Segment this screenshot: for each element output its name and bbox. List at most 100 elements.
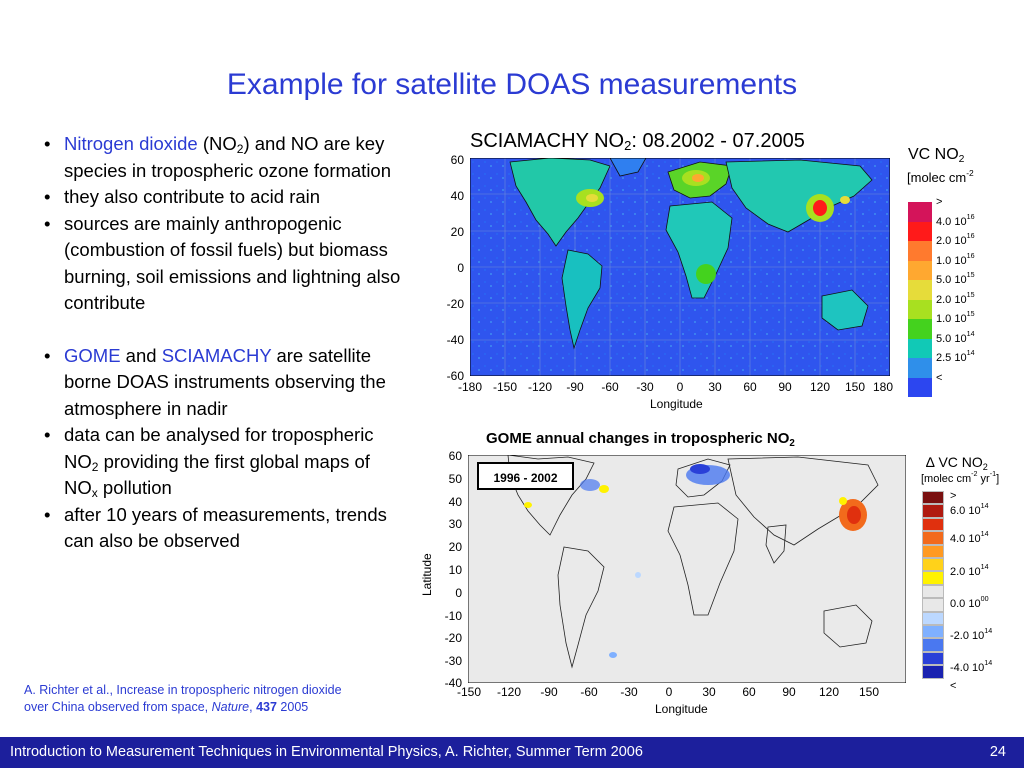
sciamachy-no2-map: [470, 158, 890, 376]
x-tick-label: -90: [540, 685, 558, 699]
superscript: -1: [989, 470, 997, 478]
legend2-unit: [molec cm-2 yr-1]: [921, 470, 999, 485]
journal-volume: 437: [256, 700, 277, 714]
map1-title: SCIAMACHY NO2: 08.2002 - 07.2005: [470, 130, 805, 153]
map1-hotspots: [576, 170, 850, 284]
bullet-text: they also contribute to acid rain: [64, 186, 321, 207]
legend2-swatch: [922, 504, 944, 518]
y-tick-label: 40: [448, 495, 462, 509]
legend1-unit-text: [molec cm: [907, 170, 967, 185]
legend1-swatch: [908, 280, 932, 300]
x-tick-label: 120: [818, 685, 840, 699]
legend1-swatch: [908, 202, 932, 222]
x-tick-label: -60: [580, 685, 598, 699]
australia-outline: [823, 604, 873, 648]
y-tick-label: -30: [444, 654, 462, 668]
subscript: 2: [958, 154, 965, 165]
y-tick-label: 20: [448, 540, 462, 554]
x-tick-label: 90: [778, 380, 792, 394]
south-america-outline: [557, 546, 605, 669]
subscript: 2: [624, 138, 632, 153]
reference-sep: ,: [249, 700, 257, 714]
legend2-swatch: [922, 611, 944, 625]
x-tick-label: 60: [742, 685, 756, 699]
reference-line: over China observed from space,: [24, 700, 212, 714]
page-number: 24: [989, 744, 1006, 760]
india-outline: [765, 524, 787, 564]
legend2-swatch: [922, 558, 944, 572]
bullet-text: sources are mainly anthropogenic (combus…: [64, 212, 401, 314]
bullet-item: GOME and SCIAMACHY are satellite borne D…: [38, 343, 408, 423]
x-tick-label: -150: [492, 380, 518, 394]
greenland-shape: [609, 158, 647, 177]
legend2-label: 6.0 1014: [950, 502, 989, 517]
map1-continents: [509, 158, 873, 350]
legend1-label: 2.0 1016: [936, 232, 975, 247]
footer-text: Introduction to Measurement Techniques i…: [10, 744, 643, 760]
x-tick-label: -120: [496, 685, 522, 699]
legend1-label: 5.0 1014: [936, 329, 975, 345]
bullet-item: Nitrogen dioxide (NO2) and NO are key sp…: [38, 131, 408, 184]
y-tick-label: 50: [448, 472, 462, 486]
bullet-list: Nitrogen dioxide (NO2) and NO are key sp…: [38, 131, 408, 555]
journal-name: Nature: [211, 700, 250, 714]
y-tick-label: -40: [444, 676, 462, 690]
bullet-text: after 10 years of measurements, trends c…: [64, 503, 387, 552]
y-tick-label: -20: [444, 631, 462, 645]
legend1-title: VC NO2: [908, 146, 965, 165]
gome-trend-map: [468, 455, 906, 683]
x-tick-label: 0: [665, 685, 673, 699]
map1-title-text: : 08.2002 - 07.2005: [631, 130, 805, 152]
legend2-label: <: [950, 680, 957, 692]
x-tick-label: 30: [702, 685, 716, 699]
superscript: -2: [966, 168, 974, 178]
legend1-label: 5.0 1015: [936, 271, 975, 286]
term-sciamachy: SCIAMACHY: [161, 344, 272, 366]
slide-title: Example for satellite DOAS measurements: [226, 68, 798, 101]
x-tick-label: -120: [527, 380, 553, 394]
superscript: -2: [971, 470, 978, 478]
legend2-label: -2.0 1014: [950, 627, 993, 642]
legend1-title-text: VC NO: [908, 146, 959, 163]
bullet-text: (NO: [197, 133, 237, 154]
legend2-swatch: [922, 517, 944, 532]
legend2-label: -4.0 1014: [950, 659, 993, 674]
y-tick-label: 40: [450, 189, 464, 203]
legend2-swatch: [922, 571, 944, 585]
x-tick-label: 0: [676, 380, 684, 394]
africa-outline: [667, 502, 739, 616]
legend2-swatch: [922, 638, 944, 652]
map1-title-text: SCIAMACHY NO: [470, 130, 625, 152]
legend2-swatch: [922, 584, 944, 599]
x-tick-label: -180: [457, 380, 483, 394]
europe-outline: [675, 458, 731, 498]
legend1-label: >: [936, 196, 943, 208]
bullet-item: data can be analysed for tropospheric NO…: [38, 422, 408, 502]
bullet-text: pollution: [97, 477, 172, 498]
legend1-swatch: [908, 377, 932, 397]
legend2-label: 0.0 1000: [950, 595, 989, 610]
y-tick-label: -60: [446, 369, 464, 383]
y-tick-label: 20: [450, 225, 464, 239]
legend1-label: <: [936, 371, 943, 384]
x-tick-label: 60: [743, 380, 757, 394]
legend2-swatch: [922, 665, 944, 679]
legend2-swatch: [922, 544, 944, 558]
subscript: 2: [789, 438, 795, 449]
legend1-swatch: [908, 338, 932, 358]
legend1-swatch: [908, 241, 932, 261]
bullet-text: providing the first global maps of NO: [64, 450, 370, 499]
legend2-swatch: [922, 625, 944, 639]
legend1-label: 1.0 1015: [936, 310, 975, 325]
subscript: x: [91, 486, 98, 500]
period-label-box: 1996 - 2002: [477, 462, 574, 490]
legend1-swatch: [908, 319, 932, 339]
term-nitrogen-dioxide: Nitrogen dioxide: [64, 133, 198, 154]
legend1-label: 2.5 1014: [936, 349, 975, 364]
x-tick-label: 150: [844, 380, 866, 394]
subscript: 2: [982, 462, 988, 472]
north-america-outline: [507, 455, 595, 536]
legend2-swatch: [922, 651, 944, 666]
australia-shape: [821, 289, 869, 331]
bullet-item: sources are mainly anthropogenic (combus…: [38, 211, 408, 317]
